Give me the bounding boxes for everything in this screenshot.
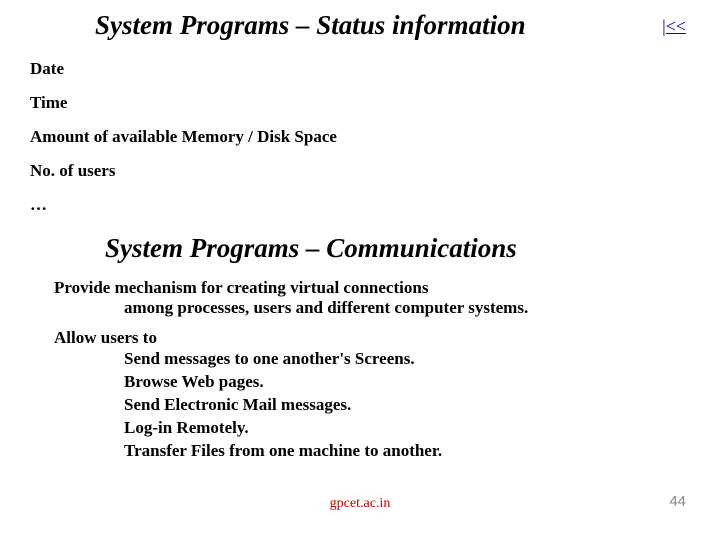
status-item: … [30,195,690,215]
footer-site: gpcet.ac.in [330,496,391,512]
comm-para2-item: Browse Web pages. [124,372,264,391]
status-item: Amount of available Memory / Disk Space [30,127,690,147]
status-item: No. of users [30,161,690,181]
comm-para1: Provide mechanism for creating virtual c… [54,278,690,318]
comm-para2: Allow users to Send messages to one anot… [54,328,690,463]
comm-para2-item: Transfer Files from one machine to anoth… [124,441,442,460]
comm-para2-item: Send messages to one another's Screens. [124,349,415,368]
comm-para1-line1: Provide mechanism for creating virtual c… [54,278,428,297]
status-item: Date [30,59,690,79]
comm-para2-item: Send Electronic Mail messages. [124,395,351,414]
slide-container: System Programs – Status information |<<… [0,0,720,540]
comm-para2-list: Send messages to one another's Screens. … [124,348,690,463]
comm-para2-item: Log-in Remotely. [124,418,249,437]
footer-page-number: 44 [669,493,686,510]
heading-communications: System Programs – Communications [105,233,690,264]
comm-para1-line2: among processes, users and different com… [124,298,528,317]
top-row: System Programs – Status information |<< [30,10,690,49]
comm-para2-lead: Allow users to [54,328,157,347]
status-item: Time [30,93,690,113]
heading-status-info: System Programs – Status information [95,10,526,41]
back-link[interactable]: |<< [662,16,686,37]
